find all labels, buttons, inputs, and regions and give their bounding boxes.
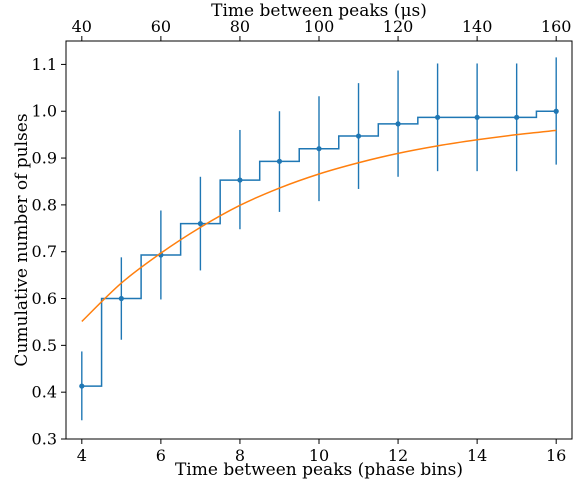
top-x-tick-label: 80 xyxy=(230,17,250,36)
data-point xyxy=(355,133,362,139)
data-point xyxy=(118,295,124,302)
x-tick-label: 4 xyxy=(77,446,87,465)
data-point xyxy=(395,121,401,127)
data-point xyxy=(316,146,322,152)
top-x-tick-label: 40 xyxy=(72,17,92,36)
top-x-tick-label: 160 xyxy=(541,17,572,36)
x-tick-label: 12 xyxy=(388,446,408,465)
y-tick-label: 1.1 xyxy=(32,55,57,74)
x-axis-label: Time between peaks (phase bins) xyxy=(175,460,463,480)
y-tick-label: 0.8 xyxy=(32,195,57,214)
axes: 4 6 8 10 12 14 16 40 60 80 100 120 140 160 0.3 0.4 0.5 0.… xyxy=(32,17,573,465)
y-tick-label: 0.4 xyxy=(32,383,57,402)
data-point xyxy=(474,114,480,120)
top-x-tick-label: 140 xyxy=(462,17,493,36)
data-point xyxy=(237,177,243,183)
x-tick-label: 8 xyxy=(235,446,245,465)
y-tick-label: 0.5 xyxy=(32,336,57,355)
x-tick-label: 16 xyxy=(546,446,566,465)
plot-area xyxy=(79,57,559,421)
top-x-tick-label: 100 xyxy=(304,17,335,36)
y-tick-label: 0.7 xyxy=(32,242,57,261)
data-point xyxy=(197,221,204,227)
x-tick-label: 6 xyxy=(156,446,166,465)
top-x-tick-label: 120 xyxy=(383,17,414,36)
x-tick-label: 14 xyxy=(467,446,487,465)
y-axis-label: Cumulative number of pulses xyxy=(12,113,32,366)
step-line xyxy=(81,110,557,387)
plot-clip-group xyxy=(79,57,559,421)
y-tick-label: 0.6 xyxy=(32,289,57,308)
y-tick-label: 1.0 xyxy=(32,102,57,121)
model-curve xyxy=(81,129,557,323)
top-x-tick-label: 60 xyxy=(151,17,171,36)
data-point xyxy=(553,108,559,114)
data-point xyxy=(276,158,283,164)
x-tick-label: 10 xyxy=(309,446,329,465)
y-tick-label: 0.3 xyxy=(32,430,57,449)
data-point xyxy=(514,114,520,120)
y-tick-label: 0.9 xyxy=(32,149,57,168)
data-point xyxy=(79,383,85,389)
data-point xyxy=(434,114,441,120)
top-x-axis-label: Time between peaks (μs) xyxy=(211,1,427,21)
